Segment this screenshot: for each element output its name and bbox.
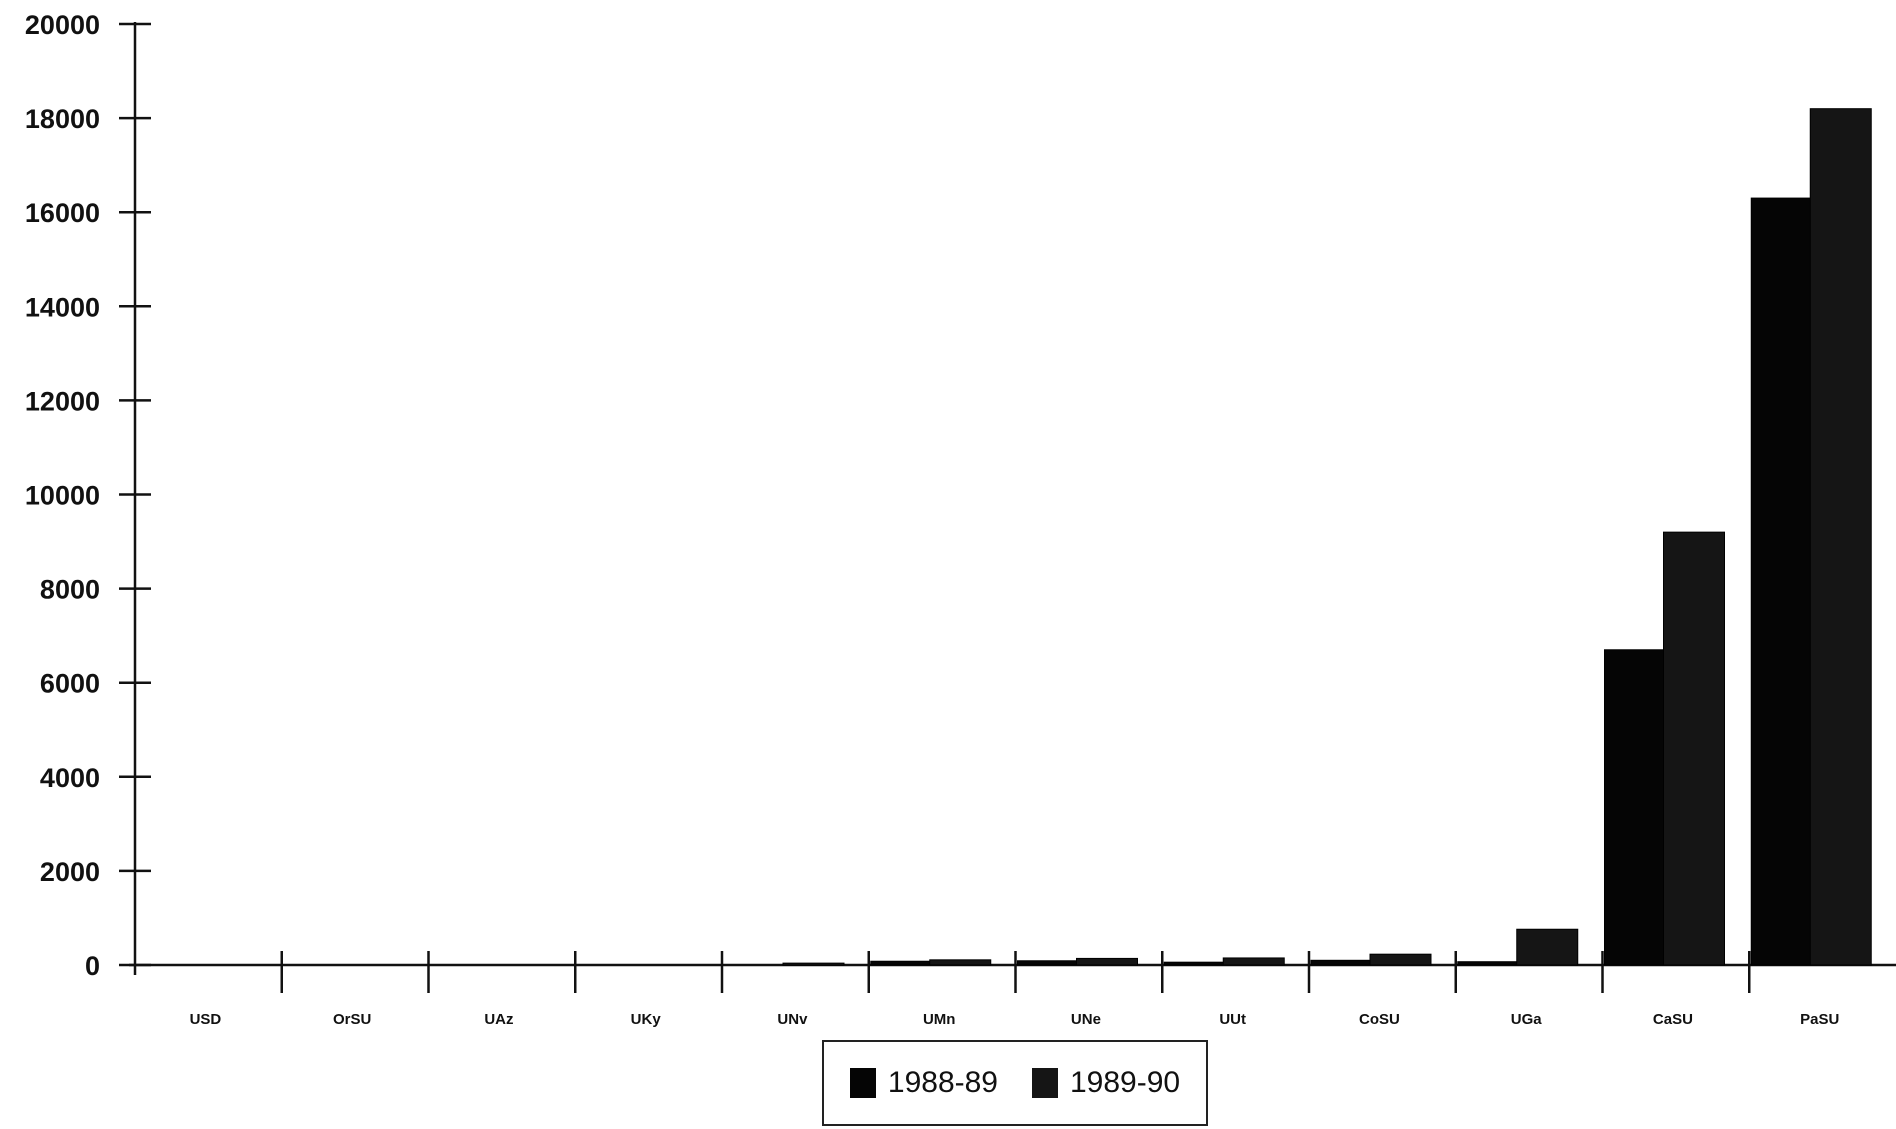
x-tick-label: CaSU xyxy=(1653,1011,1693,1028)
legend-label-series-2: 1989-90 xyxy=(1070,1066,1181,1099)
bar-casu-series-2 xyxy=(1663,531,1725,966)
bar-pasu-series-1 xyxy=(1750,197,1813,966)
x-tick-label: UNe xyxy=(1071,1011,1101,1028)
y-tick-label: 4000 xyxy=(40,763,100,793)
y-tick-label: 12000 xyxy=(25,386,100,416)
x-tick-label: CoSU xyxy=(1359,1011,1400,1028)
bar-umn-series-2 xyxy=(929,959,992,966)
bar-uga-series-2 xyxy=(1516,928,1579,966)
legend-swatch-series-2 xyxy=(1032,1068,1058,1098)
bar-cosu-series-1 xyxy=(1310,959,1373,966)
x-tick-label: UNv xyxy=(777,1011,808,1028)
y-tick-label: 8000 xyxy=(40,575,100,605)
bar-uga-series-1 xyxy=(1457,961,1520,966)
y-tick-label: 20000 xyxy=(25,10,100,40)
x-tick-label: UUt xyxy=(1219,1011,1246,1028)
bar-unv-series-2 xyxy=(782,962,845,966)
y-tick-label: 2000 xyxy=(40,857,100,887)
legend-label-series-1: 1988-89 xyxy=(887,1066,998,1099)
legend-item-series-1: 1988-89 xyxy=(849,1066,998,1100)
x-tick-label: USD xyxy=(190,1011,222,1028)
legend: 1988-89 1989-90 xyxy=(822,1040,1208,1126)
y-tick-label: 0 xyxy=(85,951,100,981)
bar-cosu-series-2 xyxy=(1369,953,1432,966)
y-tick-label: 10000 xyxy=(25,481,100,511)
y-tick-label: 14000 xyxy=(25,292,100,322)
y-tick-label: 18000 xyxy=(25,104,100,134)
x-tick-label: UAz xyxy=(484,1011,513,1028)
bar-une-series-1 xyxy=(1017,960,1079,966)
x-tick-label: UMn xyxy=(923,1011,956,1028)
tick-labels: 0 2000 4000 6000 8000 10000 12000 14000 16000 180… xyxy=(25,10,1839,1028)
x-tick-label: UKy xyxy=(631,1011,662,1028)
legend-swatch-series-1 xyxy=(849,1068,876,1098)
legend-item-series-2: 1989-90 xyxy=(1032,1066,1180,1100)
x-tick-label: UGa xyxy=(1511,1011,1543,1028)
bar-uut-series-1 xyxy=(1163,961,1226,966)
y-tick-label: 16000 xyxy=(25,198,100,228)
bar-umn-series-1 xyxy=(870,960,933,966)
bar-une-series-2 xyxy=(1076,957,1138,966)
bar-pasu-series-2 xyxy=(1809,108,1872,966)
x-tick-label: PaSU xyxy=(1800,1011,1839,1028)
x-tick-label: OrSU xyxy=(333,1011,371,1028)
axes xyxy=(119,22,1896,993)
bar-casu-series-1 xyxy=(1604,649,1666,966)
bars xyxy=(782,108,1872,966)
bar-uut-series-2 xyxy=(1222,957,1285,966)
y-tick-label: 6000 xyxy=(40,669,100,699)
